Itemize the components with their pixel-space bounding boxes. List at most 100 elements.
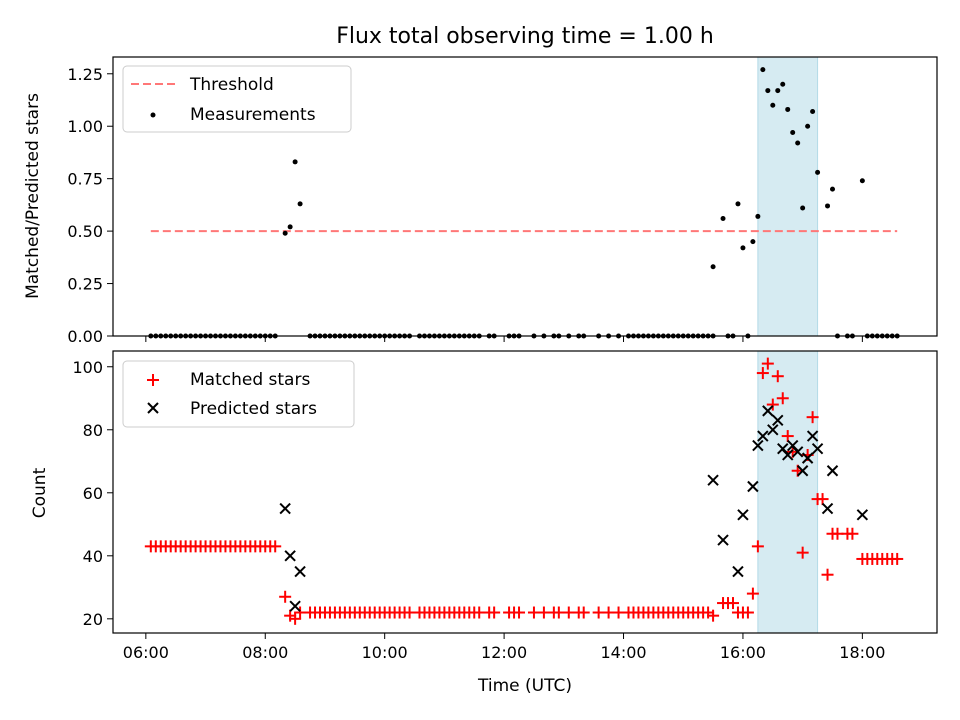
matched-legend-swatch: [147, 374, 159, 386]
matched-star-point: [756, 367, 769, 380]
top-legend-box: [122, 65, 352, 133]
top-y-tick-label: 1.00: [67, 117, 103, 136]
x-tick-label: 10:00: [362, 643, 408, 662]
bottom-y-tick-label: 80: [83, 421, 103, 440]
measurement-point: [720, 216, 726, 222]
measurement-point: [800, 205, 806, 211]
predicted-legend-label: Predicted stars: [190, 399, 317, 419]
x-tick-label: 08:00: [242, 643, 288, 662]
x-tick-label: 18:00: [839, 643, 885, 662]
bottom-legend: Matched stars Predicted stars: [122, 360, 355, 428]
matched-star-point: [776, 392, 789, 405]
measurement-point: [780, 81, 786, 87]
measurement-point: [287, 224, 293, 230]
measurement-point: [790, 130, 796, 136]
measurement-point: [292, 159, 298, 165]
bottom-y-axis-label: Count: [30, 467, 50, 518]
matched-star-point: [577, 606, 590, 619]
matched-star-point: [269, 540, 282, 553]
matched-star-point: [279, 590, 292, 603]
top-y-tick-label: 1.25: [67, 65, 103, 84]
predicted-star-point: [782, 449, 794, 461]
predicted-star-point: [717, 534, 729, 546]
measurement-point: [805, 123, 811, 129]
predicted-star-point: [752, 439, 764, 452]
top-y-tick-label: 0.25: [67, 275, 103, 294]
bottom-y-tick-label: 40: [83, 547, 103, 566]
predicted-legend-swatch: [147, 402, 159, 414]
measurement-point: [740, 245, 746, 251]
matched-star-point: [806, 411, 819, 424]
top-axes-frame: [112, 56, 938, 337]
x-tick-label: 12:00: [481, 643, 527, 662]
bottom-axes-frame: [112, 350, 938, 634]
matched-star-point: [513, 606, 526, 619]
matched-stars-points: [144, 357, 904, 625]
matched-star-point: [891, 552, 904, 565]
predicted-star-point: [294, 565, 306, 578]
predicted-star-point: [801, 452, 814, 464]
predicted-star-point: [757, 430, 769, 442]
top-y-tick-label: 0.75: [67, 170, 103, 189]
predicted-star-point: [707, 474, 719, 486]
predicted-star-point: [737, 509, 749, 521]
matched-star-point: [488, 606, 501, 619]
predicted-star-point: [856, 509, 869, 521]
measurement-point: [810, 109, 816, 115]
x-tick-label: 06:00: [123, 643, 169, 662]
matched-star-point: [771, 370, 784, 383]
measurement-point: [282, 230, 288, 236]
matched-star-point: [761, 357, 774, 370]
top-legend: Threshold Measurements: [122, 65, 352, 133]
measurement-point: [815, 169, 821, 175]
measurement-point: [795, 140, 801, 146]
top-y-tick-label: 0.50: [67, 222, 103, 241]
measurement-point: [710, 264, 716, 270]
measurement-point: [297, 201, 303, 207]
bottom-y-tick-label: 20: [83, 610, 103, 629]
predicted-star-point: [811, 442, 824, 455]
top-panel: 0.00 0.25 0.50 0.75 1.00 1.25 Matched/Predict…: [23, 56, 938, 346]
predicted-star-point: [747, 480, 759, 493]
matched-star-point: [846, 527, 859, 540]
predicted-star-point: [791, 446, 804, 458]
predicted-star-point: [289, 600, 301, 612]
measurements-legend-swatch: [150, 112, 156, 118]
measurement-point: [859, 178, 865, 184]
matched-star-point: [746, 587, 759, 600]
matched-star-point: [816, 493, 829, 506]
predicted-star-point: [732, 565, 744, 578]
bottom-panel: 20 40 60 80 100 06:00 08:00 10:00 12:00 14:00 16:…: [30, 350, 938, 696]
x-tick-label: 14:00: [600, 643, 646, 662]
predicted-star-point: [826, 465, 839, 477]
predicted-star-point: [821, 502, 834, 515]
chart-title: Flux total observing time = 1.00 h: [336, 24, 714, 49]
top-y-tick-label: 0.00: [67, 327, 103, 346]
matched-star-point: [821, 568, 834, 581]
bottom-y-tick-label: 100: [72, 358, 103, 377]
matched-star-point: [796, 546, 809, 559]
matched-star-point: [707, 609, 720, 622]
matched-legend-label: Matched stars: [190, 370, 310, 390]
bottom-y-tick-label: 60: [83, 484, 103, 503]
bottom-y-ticks: 20 40 60 80 100: [72, 358, 113, 629]
measurement-point: [750, 239, 756, 245]
predicted-star-point: [796, 465, 809, 477]
predicted-star-point: [806, 430, 819, 442]
top-x-ticks: [145, 336, 863, 342]
measurement-point: [775, 88, 781, 94]
bottom-highlight-span: [757, 350, 819, 634]
measurement-point: [825, 203, 831, 209]
matched-star-point: [726, 597, 739, 610]
measurement-point: [785, 106, 791, 112]
predicted-star-point: [767, 424, 779, 436]
measurement-point: [830, 186, 836, 192]
bottom-x-ticks: 06:00 08:00 10:00 12:00 14:00 16:00 18:00: [123, 633, 885, 662]
x-axis-label: Time (UTC): [477, 676, 572, 696]
matched-star-point: [766, 398, 779, 411]
matched-star-point: [741, 606, 754, 619]
top-y-axis-label: Matched/Predicted stars: [23, 93, 43, 299]
threshold-legend-label: Threshold: [189, 75, 274, 95]
top-highlight-span: [757, 56, 819, 337]
